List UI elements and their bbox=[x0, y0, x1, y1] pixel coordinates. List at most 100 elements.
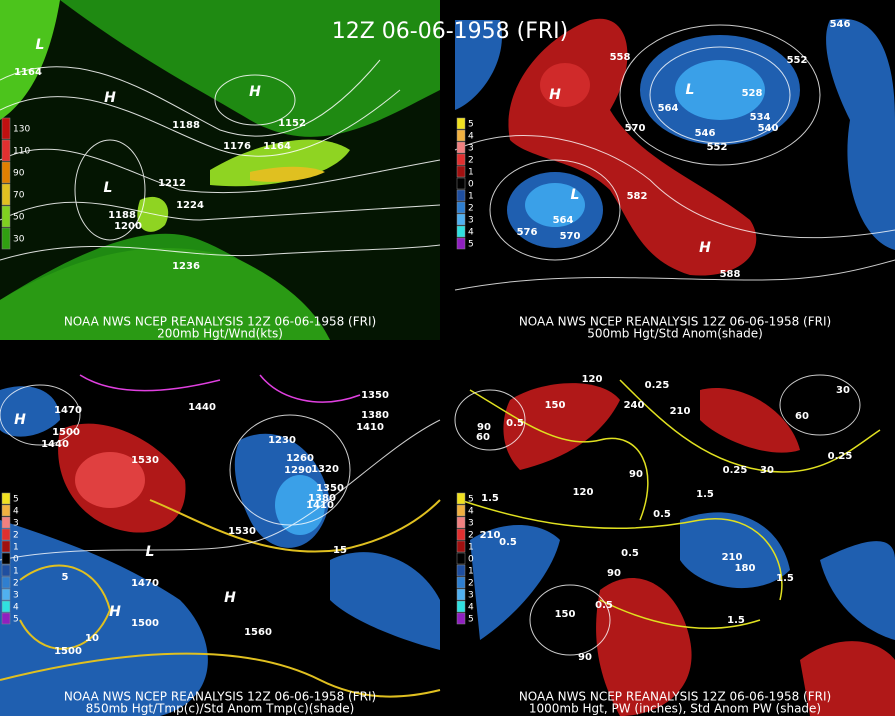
legend-swatch bbox=[1, 161, 11, 184]
contour-label: 1500 bbox=[54, 646, 82, 657]
contour-label: 540 bbox=[758, 123, 779, 134]
contour-label: 1212 bbox=[158, 178, 186, 189]
contour-label: 552 bbox=[707, 142, 728, 153]
legend-swatch bbox=[456, 576, 466, 589]
legend-label: 5 bbox=[468, 240, 474, 250]
contour-label: 1290 bbox=[284, 465, 312, 476]
legend-label: 3 bbox=[468, 144, 474, 154]
contour-label: 570 bbox=[560, 231, 581, 242]
legend-label: 3 bbox=[468, 591, 474, 601]
legend-swatch bbox=[456, 117, 466, 130]
contour-label: 0.5 bbox=[653, 509, 671, 520]
contour-label: 0.5 bbox=[506, 418, 524, 429]
contour-label: 210 bbox=[480, 530, 501, 541]
pressure-center: H bbox=[699, 240, 711, 256]
pressure-center: L bbox=[146, 544, 155, 560]
contour-label: 0.25 bbox=[723, 465, 748, 476]
pressure-center: H bbox=[249, 84, 261, 100]
legend-swatch bbox=[456, 189, 466, 202]
contour-label: 1530 bbox=[228, 526, 256, 537]
contour-label: 1560 bbox=[244, 627, 272, 638]
pressure-center: H bbox=[109, 604, 121, 620]
legend-swatch bbox=[456, 201, 466, 214]
legend-swatch bbox=[1, 227, 11, 250]
legend-label: 130 bbox=[13, 125, 30, 135]
contour-label: 1230 bbox=[268, 435, 296, 446]
contour-label: 1410 bbox=[306, 500, 334, 511]
contour-label: 546 bbox=[695, 128, 716, 139]
pressure-center: H bbox=[224, 590, 236, 606]
contour-label: 1.5 bbox=[776, 573, 794, 584]
contour-label: 1188 bbox=[172, 120, 200, 131]
contour-label: 150 bbox=[545, 400, 566, 411]
legend-label: 5 bbox=[468, 120, 474, 130]
legend-label: 0 bbox=[468, 555, 474, 565]
panel-subcaption: 200mb Hgt/Wnd(kts) bbox=[157, 327, 283, 341]
contour-label: 90 bbox=[477, 422, 491, 433]
contour-label: 1176 bbox=[223, 141, 251, 152]
contour-label: 1350 bbox=[316, 483, 344, 494]
legend-label: 2 bbox=[468, 156, 474, 166]
legend-swatch bbox=[456, 528, 466, 541]
panel-200mb bbox=[0, 0, 441, 340]
contour-label: 150 bbox=[555, 609, 576, 620]
contour-label: 1350 bbox=[361, 390, 389, 401]
legend-swatch bbox=[1, 492, 11, 505]
contour-label: 180 bbox=[735, 563, 756, 574]
legend-label: 3 bbox=[13, 519, 19, 529]
contour-label: 1380 bbox=[308, 493, 336, 504]
legend-swatch bbox=[1, 600, 11, 613]
legend-label: 4 bbox=[468, 507, 474, 517]
contour-label: 588 bbox=[720, 269, 741, 280]
legend-label: 5 bbox=[13, 495, 19, 505]
legend-swatch bbox=[1, 528, 11, 541]
legend-label: 2 bbox=[468, 204, 474, 214]
legend-label: 4 bbox=[13, 603, 19, 613]
contour-label: 60 bbox=[476, 432, 490, 443]
contour-label: 60 bbox=[795, 411, 809, 422]
legend-label: 70 bbox=[13, 191, 25, 201]
pressure-center: L bbox=[571, 187, 580, 203]
legend-label: 3 bbox=[468, 216, 474, 226]
contour-label: 570 bbox=[625, 123, 646, 134]
legend-swatch bbox=[456, 213, 466, 226]
legend-label: 1 bbox=[13, 543, 19, 553]
legend-swatch bbox=[456, 492, 466, 505]
legend-swatch bbox=[456, 564, 466, 577]
legend-swatch bbox=[456, 540, 466, 553]
panel-caption: NOAA NWS NCEP REANALYSIS 12Z 06-06-1958 … bbox=[519, 315, 831, 329]
contour-label: 534 bbox=[750, 112, 771, 123]
legend-swatch bbox=[1, 612, 11, 625]
legend-label: 0 bbox=[468, 180, 474, 190]
contour-label: 564 bbox=[553, 215, 574, 226]
contour-label: 1.5 bbox=[727, 615, 745, 626]
pressure-center: H bbox=[14, 412, 26, 428]
panel-subcaption: 850mb Hgt/Tmp(c)/Std Anom Tmp(c)(shade) bbox=[86, 702, 355, 716]
legend-swatch bbox=[456, 177, 466, 190]
legend-swatch bbox=[456, 129, 466, 142]
contour-label: 0.5 bbox=[595, 600, 613, 611]
contour-label: 1470 bbox=[54, 405, 82, 416]
legend-label: 2 bbox=[468, 531, 474, 541]
contour-label: 210 bbox=[670, 406, 691, 417]
legend-swatch bbox=[456, 552, 466, 565]
legend-label: 90 bbox=[13, 169, 25, 179]
legend-label: 2 bbox=[13, 531, 19, 541]
legend-label: 4 bbox=[468, 603, 474, 613]
legend-label: 1 bbox=[468, 543, 474, 553]
legend-label: 4 bbox=[468, 132, 474, 142]
legend-swatch bbox=[456, 588, 466, 601]
panel-caption: NOAA NWS NCEP REANALYSIS 12Z 06-06-1958 … bbox=[64, 315, 376, 329]
legend-swatch bbox=[1, 576, 11, 589]
legend-label: 3 bbox=[468, 519, 474, 529]
contour-label: 10 bbox=[85, 633, 99, 644]
contour-label: 1530 bbox=[131, 455, 159, 466]
panel-caption: NOAA NWS NCEP REANALYSIS 12Z 06-06-1958 … bbox=[519, 690, 831, 704]
contour-label: 1440 bbox=[188, 402, 216, 413]
legend-label: 50 bbox=[13, 213, 25, 223]
contour-label: 0.5 bbox=[499, 537, 517, 548]
legend-swatch bbox=[456, 153, 466, 166]
contour-label: 120 bbox=[573, 487, 594, 498]
contour-label: 1470 bbox=[131, 578, 159, 589]
contour-label: 546 bbox=[830, 19, 851, 30]
